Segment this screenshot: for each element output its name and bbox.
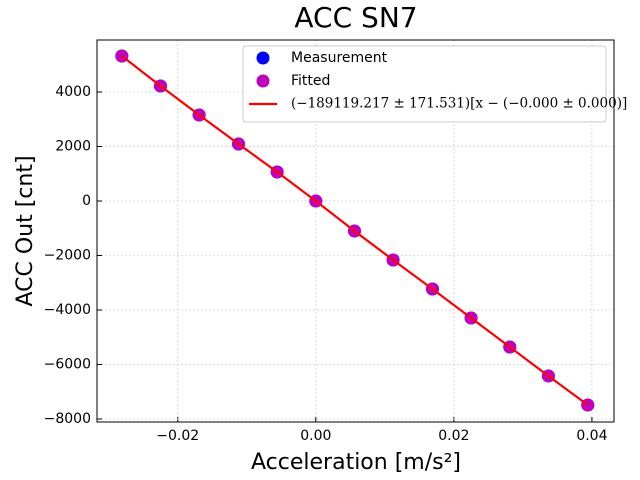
x-tick-label: 0.04 <box>576 428 607 444</box>
x-axis-label: Acceleration [m/s²] <box>251 450 461 475</box>
fit-line <box>121 55 589 406</box>
y-tick-label: 0 <box>82 193 91 209</box>
y-tick-label: −4000 <box>44 302 91 318</box>
y-axis-label: ACC Out [cnt] <box>13 155 38 306</box>
legend: Measurement Fitted (−189119.217 ± 171.531)… <box>242 45 627 123</box>
y-tick-label: −2000 <box>44 247 91 263</box>
y-tick-label: 2000 <box>55 138 91 154</box>
legend-swatch <box>256 74 270 88</box>
chart-title: ACC SN7 <box>294 1 417 34</box>
legend-swatch <box>256 51 270 65</box>
legend-label: Measurement <box>291 50 388 66</box>
legend-label: (−189119.217 ± 171.531)[x − (−0.000 ± 0.… <box>291 96 627 112</box>
y-tick-label: −6000 <box>44 357 91 373</box>
legend-box <box>242 45 607 123</box>
y-tick-label: 4000 <box>55 84 91 100</box>
x-tick-label: −0.02 <box>156 428 199 444</box>
x-tick-label: 0.00 <box>300 428 331 444</box>
x-tick-label: 0.02 <box>438 428 469 444</box>
y-tick-label: −8000 <box>44 411 91 427</box>
legend-label: Fitted <box>291 73 330 89</box>
plot-frame <box>96 39 615 423</box>
